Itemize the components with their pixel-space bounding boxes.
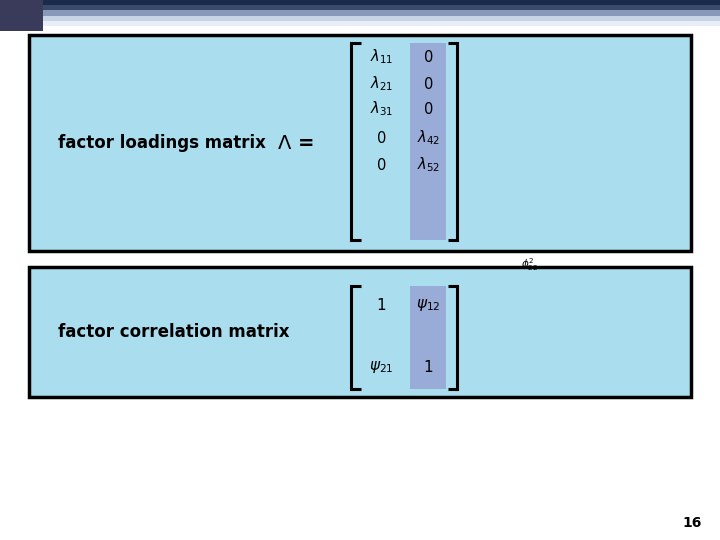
Text: $\lambda_{21}$: $\lambda_{21}$ [370,75,393,93]
Bar [0,0,720,5]
Text: $\psi_{12}$: $\psi_{12}$ [416,297,441,313]
Text: $\lambda_{52}$: $\lambda_{52}$ [417,156,440,174]
Text: $0$: $0$ [423,49,433,65]
Bar [0,21,720,26]
Text: $0$: $0$ [423,101,433,117]
Text: factor loadings matrix: factor loadings matrix [58,134,266,152]
Text: $\psi_{21}$: $\psi_{21}$ [369,359,394,375]
Text: $0$: $0$ [423,76,433,92]
Text: $\lambda_{11}$: $\lambda_{11}$ [370,48,393,66]
Bar [29,267,691,397]
Text: $\Lambda$ =: $\Lambda$ = [277,133,314,153]
Text: $1$: $1$ [377,297,387,313]
Bar [410,43,446,240]
Bar [0,16,720,21]
Text: $0$: $0$ [377,157,387,173]
Bar [410,286,446,389]
Text: $\lambda_{42}$: $\lambda_{42}$ [417,129,440,147]
Text: $0$: $0$ [377,130,387,146]
Text: $1$: $1$ [423,359,433,375]
Bar [0,10,720,16]
Text: factor correlation matrix: factor correlation matrix [58,323,289,341]
Text: $\lambda_{31}$: $\lambda_{31}$ [370,100,393,118]
Text: 16: 16 [683,516,702,530]
Bar [0,0,43,31]
Bar [0,5,720,10]
Text: $\phi^2_{22}$: $\phi^2_{22}$ [521,256,538,273]
Bar [29,35,691,251]
